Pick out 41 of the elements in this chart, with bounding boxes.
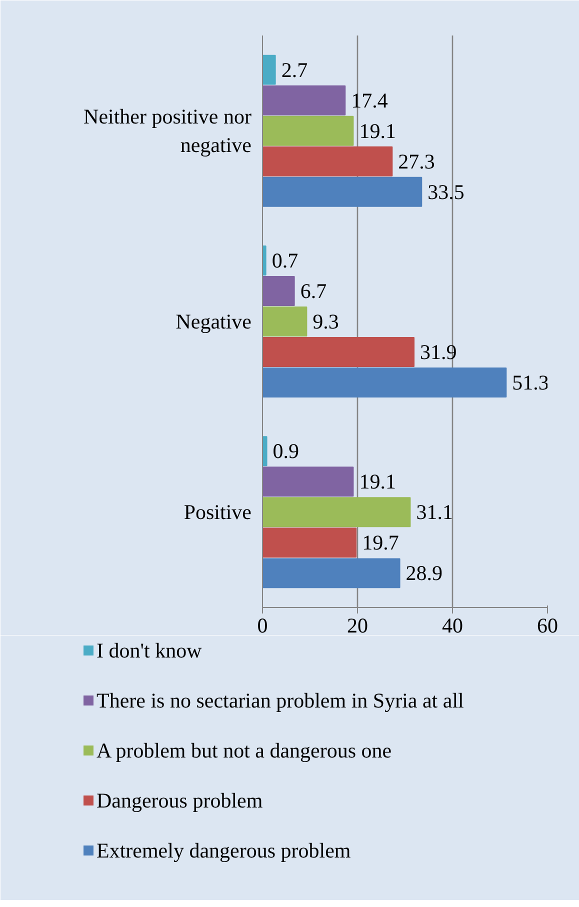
y-tick-label: Negative [176, 310, 252, 334]
data-label: 2.7 [281, 58, 308, 82]
data-label: 17.4 [351, 88, 388, 112]
legend-label: There is no sectarian problem in Syria at all [96, 688, 464, 712]
legend-label: Extremely dangerous problem [96, 838, 351, 862]
bar [262, 146, 393, 176]
data-label: 27.3 [398, 149, 435, 174]
bar [262, 116, 354, 146]
x-tick-label: 40 [442, 614, 463, 638]
data-label: 28.9 [406, 561, 443, 586]
bar [262, 245, 266, 276]
data-label: 31.1 [416, 500, 453, 524]
data-label: 9.3 [312, 310, 339, 334]
bar [262, 368, 507, 398]
bar [262, 306, 308, 336]
bar [262, 436, 268, 466]
bar [262, 176, 422, 207]
data-label: 31.9 [420, 340, 457, 364]
bar [262, 276, 295, 306]
x-tick-label: 20 [347, 614, 368, 638]
x-tick-label: 60 [537, 614, 558, 638]
data-label: 0.9 [272, 439, 300, 464]
data-label: 19.7 [362, 530, 399, 555]
legend-label: I don't know [96, 638, 203, 662]
bar [262, 558, 400, 588]
y-tick-label: Neither positive nor negative [84, 104, 252, 158]
y-tick-label: Positive [184, 500, 252, 524]
legend-label: Dangerous problem [96, 788, 263, 812]
bar [262, 497, 411, 528]
data-label: 6.7 [300, 278, 327, 303]
bar [262, 466, 354, 497]
bar [262, 528, 357, 558]
data-label: 33.5 [428, 180, 464, 204]
legend-label: A problem but not a dangerous one [96, 738, 392, 762]
data-label: 0.7 [272, 248, 298, 272]
bar [262, 337, 415, 367]
x-tick-label: 0 [257, 614, 268, 638]
data-label: 19.1 [359, 118, 396, 143]
data-label: 19.1 [359, 470, 396, 494]
bar [262, 54, 276, 85]
bar [262, 85, 346, 116]
